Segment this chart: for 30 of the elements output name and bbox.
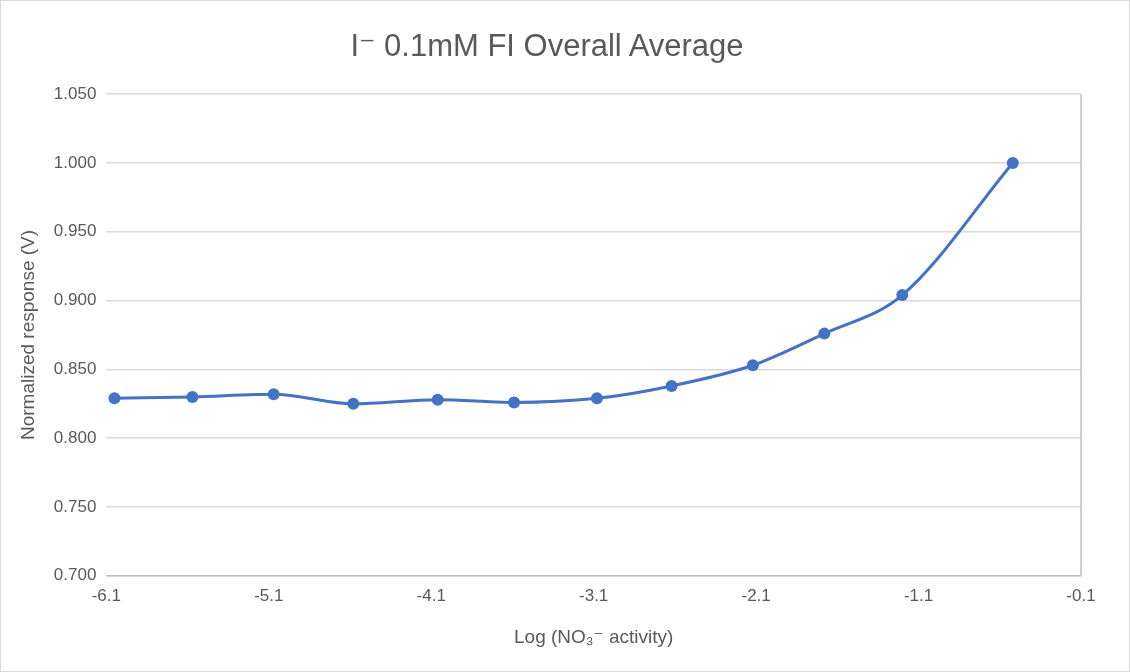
y-tick-label: 0.750 [53, 496, 97, 516]
point [347, 397, 360, 410]
chart-title: I⁻ 0.1mM FI Overall Average [350, 28, 744, 64]
point [108, 392, 121, 405]
y-tick-label: 1.000 [53, 152, 97, 172]
point [746, 359, 759, 372]
point [1006, 157, 1019, 169]
point [590, 392, 603, 405]
y-tick-label: 1.050 [53, 83, 97, 103]
x-tick-label: -1.1 [903, 585, 934, 605]
y-tick-label: 0.800 [53, 427, 97, 447]
point [186, 390, 199, 403]
x-tick-label: -0.1 [1066, 585, 1096, 605]
x-axis-title: Log (NO₃⁻ activity) [514, 625, 674, 647]
point [431, 393, 444, 406]
y-tick-label: 0.900 [53, 290, 97, 310]
y-tick-label: 0.950 [53, 221, 97, 241]
point [818, 327, 831, 340]
x-tick-label: -3.1 [579, 585, 609, 605]
y-axis-title: Normalized response (V) [16, 229, 38, 441]
x-tick-label: -6.1 [91, 585, 121, 605]
point [508, 396, 521, 409]
x-tick-label: -2.1 [741, 585, 771, 605]
x-tick-label: -5.1 [254, 585, 284, 605]
point [896, 289, 909, 302]
y-tick-label: 0.700 [53, 565, 97, 585]
point [267, 388, 280, 401]
point [665, 379, 678, 392]
x-tick-label: -4.1 [416, 585, 446, 605]
y-tick-label: 0.850 [53, 359, 97, 379]
